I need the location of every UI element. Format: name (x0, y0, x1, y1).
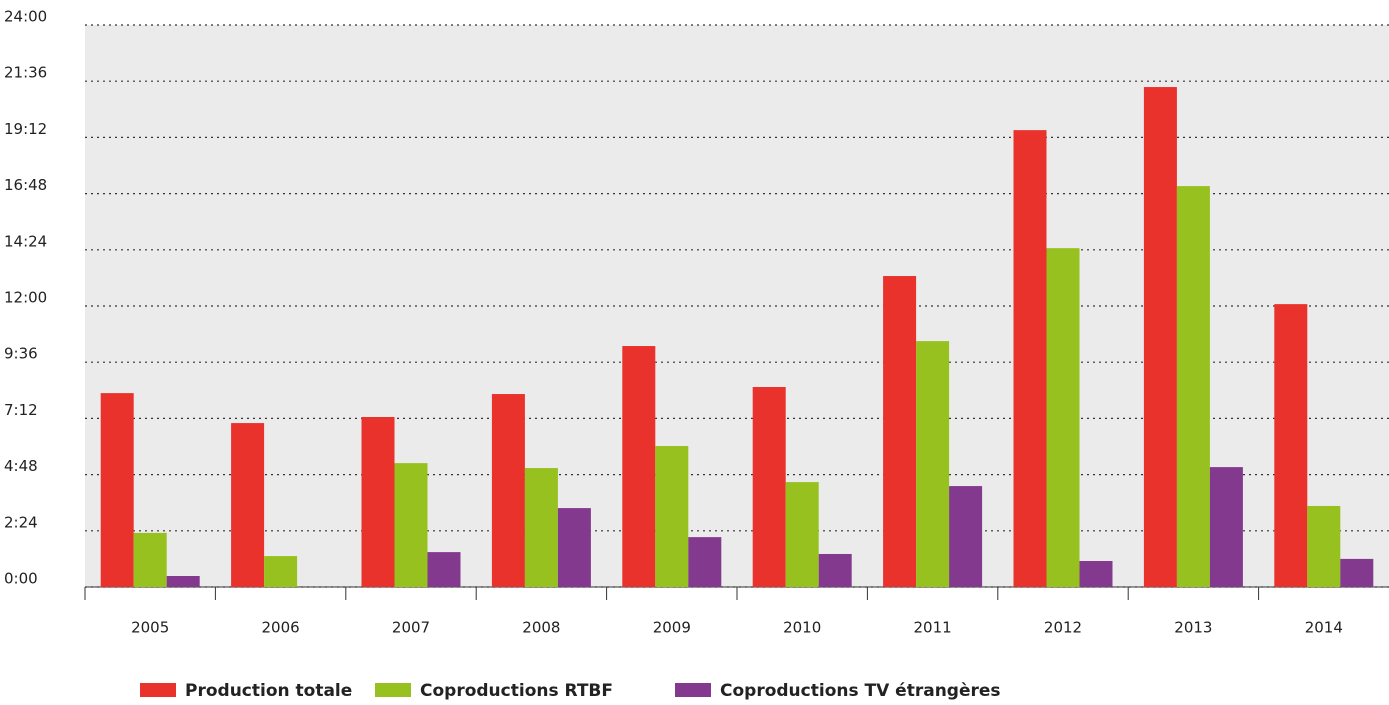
bar (1013, 130, 1047, 587)
x-tick-label: 2014 (1305, 619, 1343, 637)
y-tick-label: 19:12 (4, 120, 47, 138)
legend-label: Coproductions TV étrangères (720, 681, 1001, 701)
legend-label: Coproductions RTBF (420, 681, 613, 701)
y-tick-label: 0:00 (4, 570, 38, 588)
bar (264, 556, 298, 587)
bar (394, 463, 428, 587)
bar (427, 552, 461, 587)
bar (1340, 558, 1374, 587)
bar (1143, 87, 1177, 587)
bar (1079, 561, 1113, 587)
bar (1209, 467, 1243, 587)
y-tick-label: 7:12 (4, 401, 38, 419)
bar (361, 416, 395, 587)
x-tick-label: 2008 (522, 619, 560, 637)
legend-swatch (140, 683, 176, 697)
legend-label: Production totale (185, 681, 352, 701)
y-tick-label: 9:36 (4, 345, 38, 363)
bar (524, 468, 558, 587)
bar (752, 387, 786, 587)
bar (688, 537, 722, 587)
bar (166, 575, 200, 587)
bar (818, 553, 852, 587)
x-tick-label: 2013 (1174, 619, 1212, 637)
bar (1046, 248, 1080, 587)
bar (491, 394, 525, 587)
bar (133, 532, 167, 587)
bar (231, 423, 265, 587)
legend-swatch (375, 683, 411, 697)
bar (622, 346, 656, 587)
x-tick-label: 2007 (392, 619, 430, 637)
y-tick-label: 12:00 (4, 289, 47, 307)
bar (883, 276, 917, 587)
bar (1176, 186, 1210, 587)
bar (949, 486, 983, 587)
y-tick-label: 14:24 (4, 232, 47, 250)
bar (557, 508, 591, 587)
x-tick-label: 2005 (131, 619, 169, 637)
bar (1307, 505, 1341, 587)
x-tick-label: 2012 (1044, 619, 1082, 637)
bar (916, 341, 950, 587)
x-tick-label: 2011 (914, 619, 952, 637)
legend-swatch (675, 683, 711, 697)
y-tick-label: 24:00 (4, 8, 47, 26)
y-tick-label: 2:24 (4, 513, 38, 531)
x-tick-label: 2010 (783, 619, 821, 637)
y-tick-label: 4:48 (4, 457, 38, 475)
y-tick-label: 16:48 (4, 176, 47, 194)
bar (1274, 304, 1308, 587)
y-tick-label: 21:36 (4, 64, 47, 82)
bar (785, 482, 819, 587)
x-tick-label: 2009 (653, 619, 691, 637)
bar (655, 446, 689, 587)
x-tick-label: 2006 (262, 619, 300, 637)
bar (100, 393, 134, 587)
